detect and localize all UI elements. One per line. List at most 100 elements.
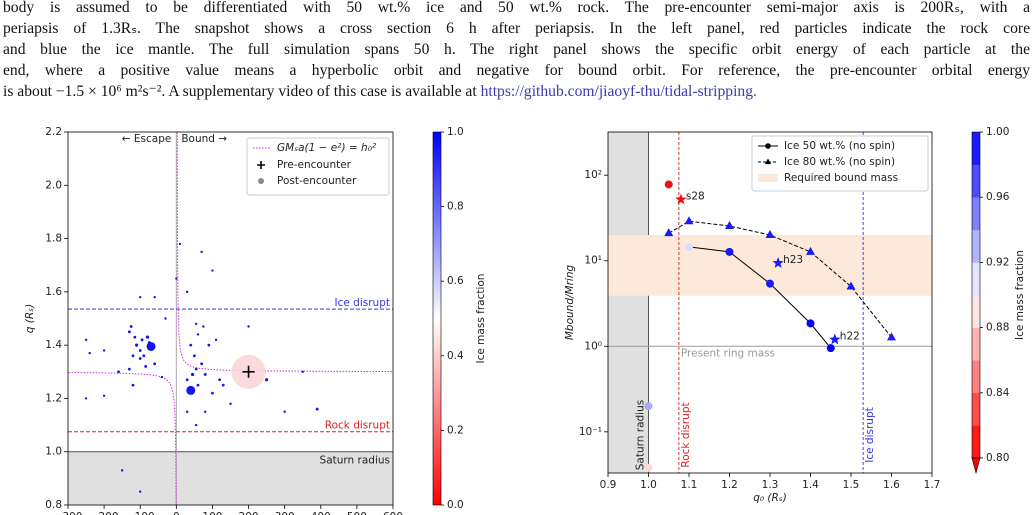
x-tick-label: 1.5 [843, 479, 860, 491]
colorbar-tick-label: 0.80 [986, 452, 1009, 464]
x-tick-label: −200 [90, 511, 119, 515]
particle [194, 367, 198, 371]
disrupt-label: Rock disrupt [325, 420, 390, 432]
x-tick-label: −100 [126, 511, 155, 515]
particle [117, 370, 120, 374]
particle [153, 295, 156, 299]
particle [185, 378, 189, 382]
particle [192, 354, 196, 358]
particle [127, 367, 131, 371]
particle [185, 290, 189, 294]
particle [139, 490, 142, 493]
plot-area [68, 132, 393, 505]
particle [153, 362, 157, 366]
x-tick-label: 500 [347, 511, 367, 515]
colorbar-tick-label: 0.96 [986, 191, 1010, 203]
particle [247, 325, 250, 328]
particle [194, 423, 198, 427]
colorbar-label: Ice mass fraction [1014, 250, 1026, 340]
particle [200, 362, 204, 366]
marker [644, 402, 653, 411]
particle [202, 325, 205, 328]
marker [766, 279, 774, 288]
text: is about −1.5 × 10⁶ m²s⁻². A supplementa… [3, 82, 481, 100]
marker [806, 246, 815, 255]
y-tick-label: 1.6 [45, 286, 62, 298]
particle [131, 383, 135, 387]
y-tick-label: 0.8 [45, 499, 62, 511]
particle [120, 469, 124, 472]
particle [315, 407, 319, 411]
particle [84, 397, 88, 400]
particle [131, 354, 135, 358]
particle [139, 295, 142, 299]
particle [301, 370, 304, 373]
x-tick-label: 0.9 [600, 479, 617, 491]
marker [725, 247, 734, 256]
text-line: and blue the ice mantle. The full simula… [3, 40, 1030, 58]
colorbar-tick-label: 0.6 [447, 275, 464, 287]
y-tick-label: 10¹ [584, 255, 602, 267]
marker [684, 216, 694, 225]
disrupt-label: Ice disrupt [864, 407, 876, 462]
colorbar-frame [432, 131, 442, 506]
x-tick-label: 300 [275, 511, 295, 515]
colorbar-tick-label: 0.88 [986, 322, 1009, 334]
paragraph: body is assumed to be differentiated wit… [3, 0, 1030, 102]
colorbar-step [972, 164, 980, 198]
particle [221, 383, 225, 387]
colorbar-step [972, 360, 980, 394]
saturn-radius-label: Saturn radius [635, 400, 647, 470]
particle [204, 410, 207, 413]
x-tick-label: 200 [239, 511, 259, 515]
particle [194, 322, 198, 326]
particle [127, 330, 131, 334]
particle [140, 338, 144, 342]
x-tick-label: 400 [311, 511, 331, 515]
legend-key [758, 174, 778, 182]
legend-label: Post-encounter [277, 175, 357, 187]
colorbar-step [972, 197, 980, 231]
x-tick-label: 1.2 [721, 479, 738, 491]
particle [190, 372, 195, 377]
y-tick-label: 1.8 [45, 233, 62, 245]
constant-h-curve [68, 372, 177, 505]
y-tick-label: 1.4 [45, 339, 62, 351]
marker [887, 332, 896, 341]
particle [84, 338, 88, 342]
x-tick-label: 1.1 [681, 479, 698, 491]
marker [664, 180, 673, 189]
marker [725, 220, 734, 229]
link[interactable]: https://github.com/jiaoyf-thu/tidal-stri… [480, 82, 757, 100]
colorbar-step [972, 327, 980, 361]
particle [214, 338, 218, 342]
star-marker [829, 333, 841, 345]
y-tick-label: 10⁰ [584, 340, 602, 352]
particle [196, 383, 200, 387]
colorbar-tick-label: 0.8 [447, 201, 464, 213]
y-tick-label: 10² [584, 169, 602, 181]
y-axis-label: q (Rₛ) [24, 304, 36, 333]
legend-key [258, 178, 264, 184]
particle [144, 365, 148, 368]
marker [846, 281, 856, 290]
x-tick-label: 600 [383, 511, 403, 515]
particle [185, 410, 189, 413]
particle [160, 375, 164, 379]
disrupt-label: Rock disrupt [680, 402, 692, 467]
particle [146, 341, 156, 351]
y-tick-label: 2.2 [45, 126, 62, 138]
legend-label: Ice 50 wt.% (no spin) [784, 140, 895, 152]
particle [133, 335, 137, 339]
legend-key [257, 161, 265, 169]
y-tick-label: 1.2 [45, 392, 62, 404]
particle [186, 385, 196, 395]
x-tick-label: 1.0 [640, 479, 657, 491]
y-tick-label: 2.0 [45, 179, 62, 191]
particle [129, 325, 133, 328]
disrupt-label: Ice disrupt [335, 297, 390, 309]
colorbar-step [972, 425, 980, 459]
x-tick-label: 0 [173, 511, 180, 515]
